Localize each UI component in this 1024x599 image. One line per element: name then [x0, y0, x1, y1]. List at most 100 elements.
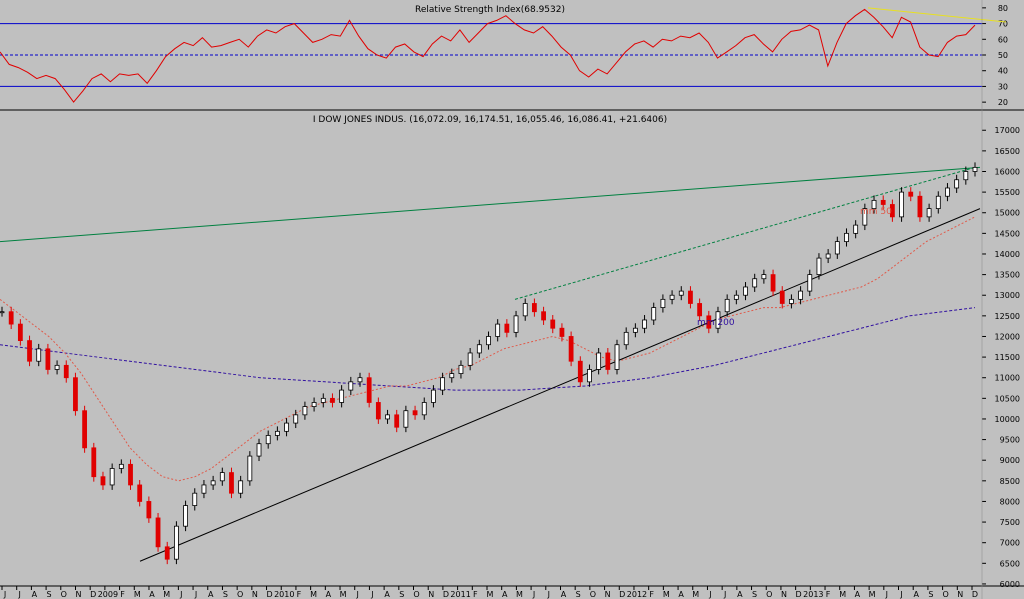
mm50-label: mm 50 — [860, 207, 892, 217]
rsi-tick-label: 60 — [998, 35, 1008, 44]
x-tick-label: O — [942, 590, 948, 599]
candle — [311, 397, 317, 412]
price-tick-label: 11500 — [995, 353, 1020, 362]
candle — [201, 480, 207, 499]
x-tick-label: O — [237, 590, 243, 599]
candle — [908, 187, 914, 202]
candle — [550, 315, 556, 334]
price-tick-label: 9000 — [1000, 456, 1020, 465]
candle — [834, 236, 840, 259]
price-tick-label: 15000 — [995, 209, 1020, 218]
candle — [265, 430, 271, 449]
candle — [36, 343, 42, 367]
candle — [385, 409, 390, 424]
x-tick-label: D — [619, 590, 625, 599]
candle — [431, 385, 436, 408]
candle — [779, 286, 785, 309]
candle — [412, 405, 418, 420]
rsi-title: Relative Strength Index(68.9532) — [415, 5, 565, 15]
x-tick-label: F — [297, 590, 302, 599]
x-tick-label: J — [18, 590, 21, 599]
candle — [743, 282, 748, 301]
x-tick-label: S — [399, 590, 404, 599]
x-tick-label: S — [223, 590, 228, 599]
price-tick-label: 8500 — [1000, 477, 1020, 486]
x-tick-label: S — [576, 590, 581, 599]
candle — [0, 306, 5, 317]
candle — [853, 220, 859, 239]
x-tick-label: M — [839, 590, 846, 599]
candle — [8, 306, 14, 330]
candle — [844, 228, 849, 247]
candle — [54, 360, 60, 375]
x-tick-label: 2009 — [98, 590, 118, 599]
candle — [82, 405, 88, 453]
candle — [137, 480, 143, 507]
x-tick-label: J — [885, 590, 888, 599]
candle — [210, 475, 216, 490]
price-tick-label: 11000 — [995, 374, 1020, 383]
rsi-tick-label: 70 — [998, 20, 1008, 29]
x-tick-label: A — [855, 590, 861, 599]
x-tick-label: S — [928, 590, 933, 599]
x-tick-label: F — [120, 590, 125, 599]
candle — [302, 401, 308, 420]
candle — [706, 310, 712, 334]
candle — [651, 302, 657, 325]
candle — [339, 385, 345, 408]
candle — [357, 372, 363, 387]
x-tick-label: M — [163, 590, 170, 599]
candle — [238, 475, 244, 499]
candle — [109, 463, 115, 490]
candle — [688, 286, 693, 309]
x-tick-label: F — [649, 590, 654, 599]
candle — [486, 331, 491, 350]
x-tick-label: O — [590, 590, 596, 599]
x-tick-label: J — [708, 590, 711, 599]
candle — [504, 319, 510, 338]
x-tick-label: N — [428, 590, 434, 599]
resistance-trendline — [0, 166, 981, 243]
candle — [27, 335, 32, 367]
x-tick-label: A — [737, 590, 743, 599]
candle — [596, 348, 602, 375]
x-tick-label: J — [723, 590, 726, 599]
price-tick-label: 13000 — [995, 291, 1020, 300]
candle — [770, 269, 776, 297]
x-tick-label: N — [781, 590, 787, 599]
candle — [678, 286, 684, 301]
candle — [513, 310, 519, 338]
x-tick-label: J — [194, 590, 197, 599]
price-tick-label: 12000 — [995, 332, 1020, 341]
price-tick-label: 15500 — [995, 188, 1020, 197]
candle — [789, 294, 794, 309]
x-tick-label: D — [266, 590, 272, 599]
candle — [926, 203, 932, 222]
candle — [724, 294, 730, 317]
candle — [587, 364, 592, 387]
candle — [632, 323, 638, 338]
candle — [394, 409, 400, 433]
x-tick-label: N — [957, 590, 963, 599]
price-panel: I DOW JONES INDUS. (16,072.09, 16,174.51… — [0, 115, 1020, 589]
candle — [375, 397, 381, 424]
candle — [917, 191, 923, 222]
x-tick-label: S — [47, 590, 52, 599]
x-tick-label: S — [752, 590, 757, 599]
candle — [366, 372, 372, 408]
candle — [128, 459, 133, 490]
x-tick-label: A — [208, 590, 214, 599]
candle — [669, 290, 675, 305]
candle — [568, 331, 574, 367]
candle — [192, 488, 198, 511]
price-candles — [0, 162, 978, 565]
x-tick-label: A — [561, 590, 567, 599]
candle — [880, 195, 886, 210]
candle — [229, 467, 234, 499]
x-tick-label: D — [443, 590, 449, 599]
candle — [73, 372, 78, 416]
support-trendline — [139, 208, 981, 562]
candle — [476, 339, 482, 358]
x-tick-label: 2013 — [803, 590, 823, 599]
x-axis: J J A S O N D 2009 F M A M J J A S O N D 2010 F M A M J J A S O N D 201… — [1, 586, 978, 599]
